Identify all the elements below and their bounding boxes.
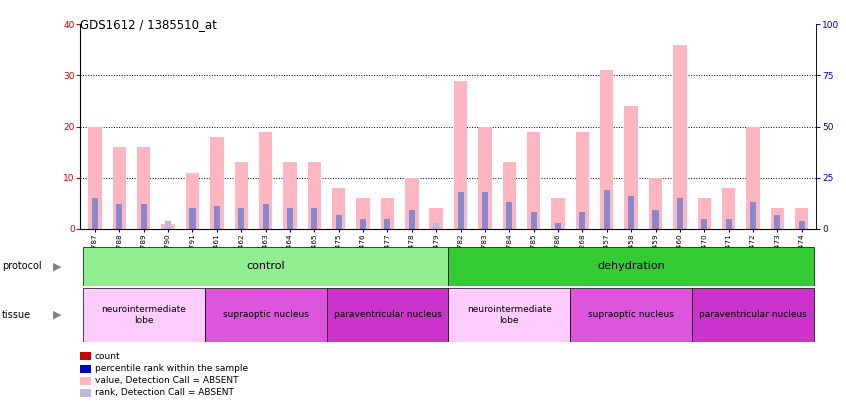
Bar bbox=[186, 173, 199, 229]
Text: protocol: protocol bbox=[2, 261, 41, 271]
Bar bbox=[83, 288, 205, 342]
Bar bbox=[774, 215, 781, 229]
Bar bbox=[433, 223, 439, 229]
Text: count: count bbox=[95, 352, 120, 361]
Bar bbox=[771, 208, 784, 229]
Text: percentile rank within the sample: percentile rank within the sample bbox=[95, 364, 248, 373]
Bar bbox=[600, 70, 613, 229]
Bar bbox=[405, 178, 419, 229]
Bar bbox=[205, 288, 327, 342]
Bar bbox=[308, 162, 321, 229]
Bar bbox=[692, 288, 814, 342]
Bar bbox=[750, 202, 756, 229]
Text: tissue: tissue bbox=[2, 310, 30, 320]
Bar bbox=[701, 219, 707, 229]
Bar bbox=[356, 198, 370, 229]
Text: rank, Detection Call = ABSENT: rank, Detection Call = ABSENT bbox=[95, 388, 233, 397]
Bar bbox=[327, 288, 448, 342]
Bar bbox=[113, 147, 126, 229]
Bar bbox=[448, 247, 814, 286]
Bar bbox=[453, 81, 467, 229]
Text: neurointermediate
lobe: neurointermediate lobe bbox=[467, 305, 552, 324]
Text: ▶: ▶ bbox=[53, 261, 62, 271]
Text: paraventricular nucleus: paraventricular nucleus bbox=[699, 310, 807, 320]
Bar bbox=[580, 213, 585, 229]
Bar bbox=[652, 211, 658, 229]
Bar bbox=[482, 192, 488, 229]
Bar bbox=[332, 188, 345, 229]
Bar bbox=[140, 204, 147, 229]
Bar bbox=[552, 198, 565, 229]
Bar bbox=[210, 137, 223, 229]
Bar bbox=[287, 208, 293, 229]
Bar bbox=[628, 196, 634, 229]
Bar bbox=[92, 198, 98, 229]
Bar bbox=[570, 288, 692, 342]
Text: paraventricular nucleus: paraventricular nucleus bbox=[333, 310, 442, 320]
Bar bbox=[799, 221, 805, 229]
Bar bbox=[530, 213, 536, 229]
Text: value, Detection Call = ABSENT: value, Detection Call = ABSENT bbox=[95, 376, 239, 385]
Bar bbox=[165, 221, 171, 229]
Bar bbox=[190, 208, 195, 229]
Bar bbox=[503, 162, 516, 229]
Text: GDS1612 / 1385510_at: GDS1612 / 1385510_at bbox=[80, 18, 217, 31]
Bar bbox=[259, 132, 272, 229]
Text: supraoptic nucleus: supraoptic nucleus bbox=[588, 310, 674, 320]
Bar bbox=[604, 190, 610, 229]
Bar bbox=[649, 178, 662, 229]
Bar bbox=[162, 224, 175, 229]
Bar bbox=[673, 45, 687, 229]
Bar bbox=[83, 247, 448, 286]
Bar bbox=[698, 198, 711, 229]
Bar bbox=[527, 132, 541, 229]
Bar bbox=[336, 215, 342, 229]
Bar bbox=[624, 106, 638, 229]
Bar bbox=[677, 198, 683, 229]
Bar bbox=[214, 206, 220, 229]
Bar bbox=[283, 162, 297, 229]
Bar bbox=[506, 202, 513, 229]
Text: supraoptic nucleus: supraoptic nucleus bbox=[222, 310, 309, 320]
Bar bbox=[458, 192, 464, 229]
Bar bbox=[409, 211, 415, 229]
Bar bbox=[381, 198, 394, 229]
Bar bbox=[746, 126, 760, 229]
Bar bbox=[722, 188, 735, 229]
Bar bbox=[555, 223, 561, 229]
Text: control: control bbox=[246, 261, 285, 271]
Bar bbox=[239, 208, 244, 229]
Text: dehydration: dehydration bbox=[597, 261, 665, 271]
Bar bbox=[88, 126, 102, 229]
Bar bbox=[448, 288, 570, 342]
Bar bbox=[384, 219, 391, 229]
Bar bbox=[430, 208, 443, 229]
Bar bbox=[116, 204, 123, 229]
Bar bbox=[262, 204, 269, 229]
Bar bbox=[726, 219, 732, 229]
Bar bbox=[478, 126, 492, 229]
Bar bbox=[137, 147, 151, 229]
Bar bbox=[234, 162, 248, 229]
Bar bbox=[311, 208, 317, 229]
Bar bbox=[360, 219, 366, 229]
Text: ▶: ▶ bbox=[53, 310, 62, 320]
Bar bbox=[576, 132, 589, 229]
Bar bbox=[795, 208, 809, 229]
Text: neurointermediate
lobe: neurointermediate lobe bbox=[102, 305, 186, 324]
